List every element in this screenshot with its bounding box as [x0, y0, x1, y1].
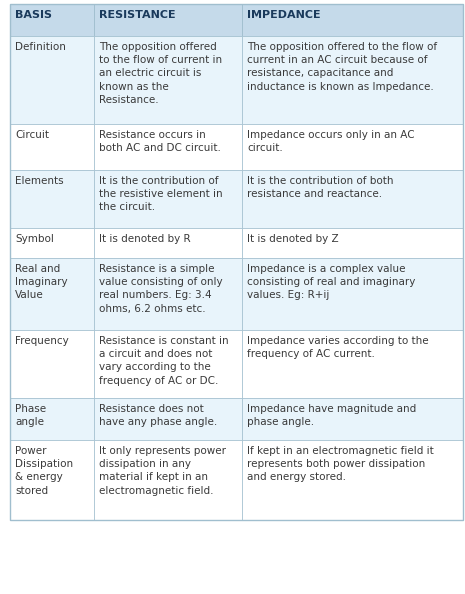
Bar — [94, 398, 242, 440]
Text: It is the contribution of
the resistive element in
the circuit.: It is the contribution of the resistive … — [99, 176, 223, 213]
Text: Resistance is constant in
a circuit and does not
vary according to the
frequency: Resistance is constant in a circuit and … — [99, 336, 229, 386]
Bar — [10, 4, 463, 520]
Text: Power
Dissipation
& energy
stored: Power Dissipation & energy stored — [15, 446, 73, 495]
Bar — [94, 4, 242, 36]
Text: Definition: Definition — [15, 42, 66, 52]
Bar — [242, 330, 463, 398]
Bar — [10, 228, 94, 258]
Text: Frequency: Frequency — [15, 336, 69, 346]
Bar — [94, 36, 242, 124]
Bar — [242, 124, 463, 170]
Bar — [10, 124, 94, 170]
Text: Elements: Elements — [15, 176, 64, 186]
Bar — [10, 398, 94, 440]
Text: The opposition offered
to the flow of current in
an electric circuit is
known as: The opposition offered to the flow of cu… — [99, 42, 222, 105]
Bar — [94, 258, 242, 330]
Bar — [94, 440, 242, 520]
Bar — [10, 170, 94, 228]
Bar — [242, 4, 463, 36]
Text: BASIS: BASIS — [15, 10, 52, 20]
Bar — [94, 124, 242, 170]
Text: It is denoted by R: It is denoted by R — [99, 234, 191, 244]
Bar — [94, 170, 242, 228]
Bar — [94, 228, 242, 258]
Text: IMPEDANCE: IMPEDANCE — [247, 10, 321, 20]
Text: Impedance is a complex value
consisting of real and imaginary
values. Eg: R+ij: Impedance is a complex value consisting … — [247, 264, 415, 301]
Bar — [10, 36, 94, 124]
Bar — [242, 398, 463, 440]
Text: Resistance occurs in
both AC and DC circuit.: Resistance occurs in both AC and DC circ… — [99, 130, 221, 153]
Bar — [242, 36, 463, 124]
Text: Phase
angle: Phase angle — [15, 404, 46, 427]
Bar — [10, 330, 94, 398]
Bar — [94, 330, 242, 398]
Text: If kept in an electromagnetic field it
represents both power dissipation
and ene: If kept in an electromagnetic field it r… — [247, 446, 434, 482]
Bar — [10, 258, 94, 330]
Text: Impedance have magnitude and
phase angle.: Impedance have magnitude and phase angle… — [247, 404, 416, 427]
Text: Resistance does not
have any phase angle.: Resistance does not have any phase angle… — [99, 404, 217, 427]
Text: RESISTANCE: RESISTANCE — [99, 10, 176, 20]
Text: Resistance is a simple
value consisting of only
real numbers. Eg: 3.4
ohms, 6.2 : Resistance is a simple value consisting … — [99, 264, 223, 314]
Bar — [242, 170, 463, 228]
Bar — [242, 228, 463, 258]
Text: Impedance occurs only in an AC
circuit.: Impedance occurs only in an AC circuit. — [247, 130, 415, 153]
Text: Symbol: Symbol — [15, 234, 54, 244]
Bar — [242, 440, 463, 520]
Text: Circuit: Circuit — [15, 130, 49, 140]
Text: Impedance varies according to the
frequency of AC current.: Impedance varies according to the freque… — [247, 336, 429, 359]
Text: Real and
Imaginary
Value: Real and Imaginary Value — [15, 264, 67, 301]
Text: The opposition offered to the flow of
current in an AC circuit because of
resist: The opposition offered to the flow of cu… — [247, 42, 437, 91]
Bar — [10, 440, 94, 520]
Bar — [242, 258, 463, 330]
Bar — [10, 4, 94, 36]
Text: It is denoted by Z: It is denoted by Z — [247, 234, 339, 244]
Text: It only represents power
dissipation in any
material if kept in an
electromagnet: It only represents power dissipation in … — [99, 446, 226, 495]
Text: It is the contribution of both
resistance and reactance.: It is the contribution of both resistanc… — [247, 176, 393, 199]
